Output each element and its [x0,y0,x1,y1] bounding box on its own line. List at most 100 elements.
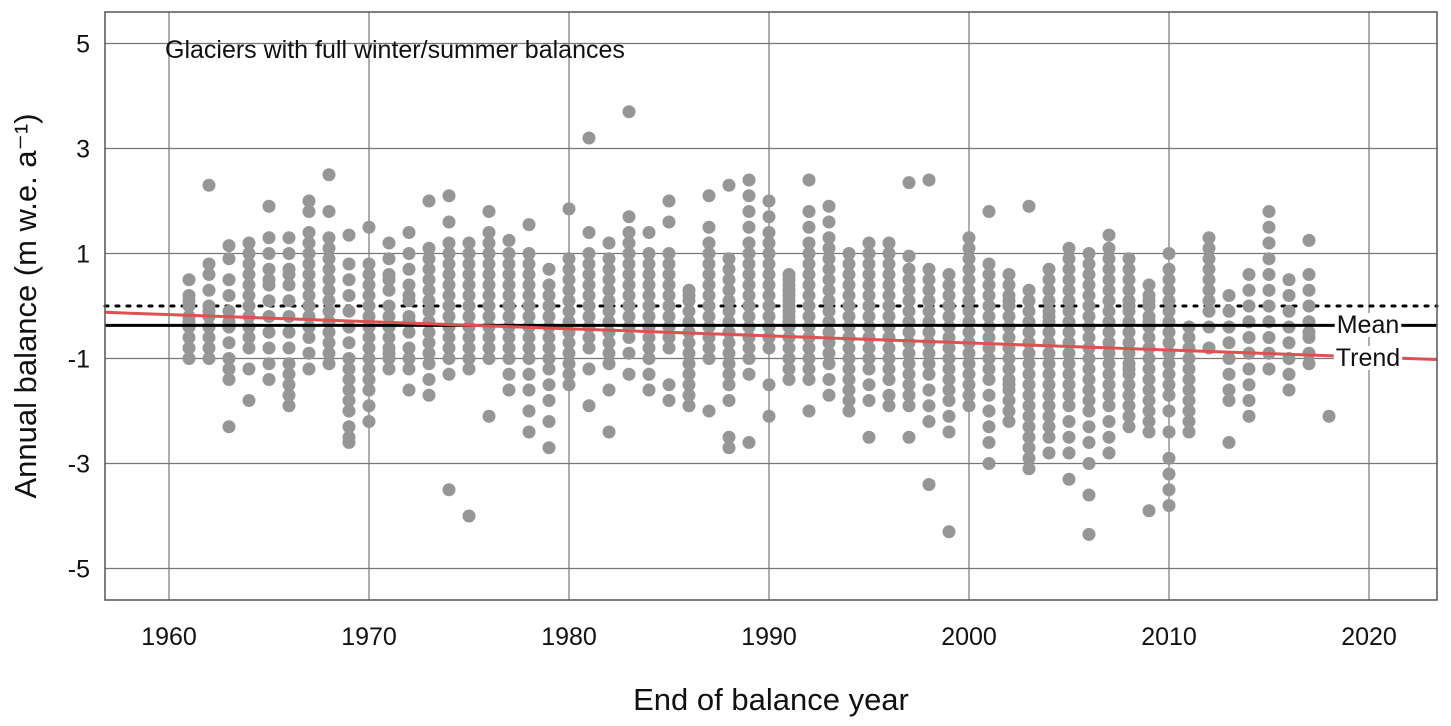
data-point [1042,378,1056,392]
x-tick-label: 2020 [1341,623,1397,651]
data-point [1062,357,1076,371]
data-point [342,352,356,365]
data-point [742,247,756,260]
data-point [1022,357,1036,371]
data-point [562,283,576,297]
data-point [1082,420,1096,434]
data-point [1122,273,1136,287]
data-point [862,289,876,302]
data-point [902,367,916,381]
data-point [482,310,496,323]
data-point [362,289,376,302]
data-point [1142,278,1156,292]
data-point [862,320,876,334]
data-point [602,236,616,250]
data-point [382,299,396,313]
data-point [1302,283,1316,297]
data-point [362,331,376,344]
data-point [482,236,496,250]
data-point [1022,304,1036,318]
data-point [782,352,796,365]
data-point [302,362,316,376]
data-point [522,310,536,323]
data-point [822,283,836,297]
data-point [962,357,976,371]
data-point [802,173,816,187]
data-point [862,247,876,260]
data-point [842,362,856,376]
data-point [342,228,356,242]
data-point [242,320,256,334]
data-point [1222,394,1236,407]
data-point [362,352,376,365]
data-point [1082,373,1096,386]
data-point [902,388,916,402]
data-point [502,289,516,302]
data-point [1282,367,1296,381]
data-point [642,247,656,260]
data-point [982,436,996,449]
data-point [1162,378,1176,392]
data-point [222,352,236,365]
data-point [1182,373,1196,386]
data-point [282,378,296,392]
data-point [982,373,996,386]
data-point [1182,425,1196,439]
data-point [582,289,596,302]
data-point [1162,283,1176,297]
data-point [702,341,716,355]
data-point [382,362,396,376]
data-point [942,341,956,355]
data-point [322,304,336,318]
data-point [662,247,676,260]
data-point [962,283,976,297]
data-point [542,362,556,376]
data-point [802,299,816,313]
data-point [482,289,496,302]
data-point [422,194,436,208]
data-point [1082,527,1096,541]
data-point [802,310,816,323]
data-point [462,257,476,271]
data-point [1082,278,1096,292]
data-point [622,105,636,119]
data-point [642,268,656,281]
data-point [522,299,536,313]
data-point [542,262,556,276]
data-point [482,352,496,365]
data-point [1282,320,1296,334]
data-point [602,425,616,439]
data-point [722,367,736,381]
data-point [1182,394,1196,407]
data-point [342,336,356,350]
data-point [342,320,356,334]
data-point [542,378,556,392]
data-point [1162,483,1176,497]
data-point [522,331,536,344]
data-point [942,425,956,439]
data-point [922,357,936,371]
data-point [1282,273,1296,287]
data-point [762,320,776,334]
data-point [682,378,696,392]
data-point [1102,367,1116,381]
data-point [942,310,956,323]
data-point [902,399,916,413]
data-point [982,388,996,402]
data-point [762,289,776,302]
data-point [1302,357,1316,371]
data-point [1002,415,1016,428]
data-point [1082,268,1096,281]
data-point [362,257,376,271]
data-point [462,278,476,292]
data-point [522,268,536,281]
data-point [682,357,696,371]
data-point [482,341,496,355]
data-point [302,299,316,313]
data-point [922,273,936,287]
data-point [402,341,416,355]
data-point [782,373,796,386]
data-point [802,320,816,334]
data-point [1102,388,1116,402]
data-point [442,367,456,381]
